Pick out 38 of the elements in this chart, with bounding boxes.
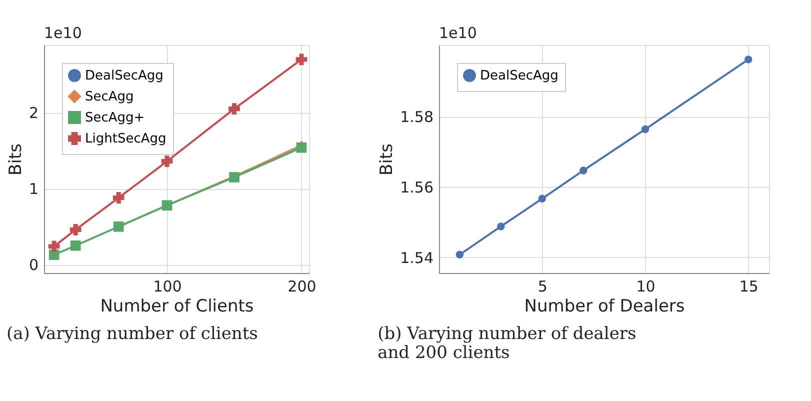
x-axis-title: Number of Clients bbox=[100, 296, 254, 316]
text: 1e10 bbox=[44, 24, 82, 42]
x-tick-label: 10 bbox=[636, 278, 656, 296]
y-tick-label: 1.54 bbox=[400, 248, 434, 267]
point bbox=[580, 166, 588, 174]
y-tick-label: 2 bbox=[28, 104, 38, 122]
point bbox=[70, 224, 82, 236]
point bbox=[497, 222, 505, 230]
point bbox=[744, 56, 752, 64]
y-tick-label: 0 bbox=[28, 256, 38, 274]
point bbox=[48, 240, 60, 252]
point bbox=[296, 142, 307, 153]
y-tick-label: 1 bbox=[28, 180, 38, 198]
x-tick-label: 15 bbox=[739, 278, 758, 296]
point bbox=[112, 192, 124, 204]
text: 1e10 bbox=[439, 24, 477, 42]
point bbox=[70, 240, 81, 251]
legend-label: LightSecAgg bbox=[85, 132, 166, 146]
legend-label: DealSecAgg bbox=[480, 68, 558, 84]
point bbox=[296, 54, 308, 66]
text: (a) Varying number of clients bbox=[6, 324, 258, 344]
x-tick-label: 100 bbox=[153, 278, 182, 296]
y-axis-title: Bits bbox=[377, 143, 398, 176]
point bbox=[228, 103, 240, 115]
point bbox=[456, 250, 464, 259]
y-axis-title: Bits bbox=[6, 143, 26, 176]
x-tick-label: 5 bbox=[538, 278, 548, 296]
text: (b) Varying number of dealers and 200 clients bbox=[378, 324, 636, 363]
point bbox=[641, 125, 650, 134]
y-tick-label: 1.58 bbox=[400, 108, 434, 126]
legend-label: DealSecAgg bbox=[85, 68, 164, 84]
legend-label: SecAgg bbox=[85, 90, 134, 104]
x-axis-title: Number of Dealers bbox=[524, 296, 685, 316]
x-tick-label: 200 bbox=[288, 278, 316, 296]
legend-label: SecAgg+ bbox=[85, 110, 145, 126]
y-tick-label: 1.56 bbox=[400, 178, 434, 197]
point bbox=[161, 156, 173, 167]
point bbox=[538, 194, 546, 203]
